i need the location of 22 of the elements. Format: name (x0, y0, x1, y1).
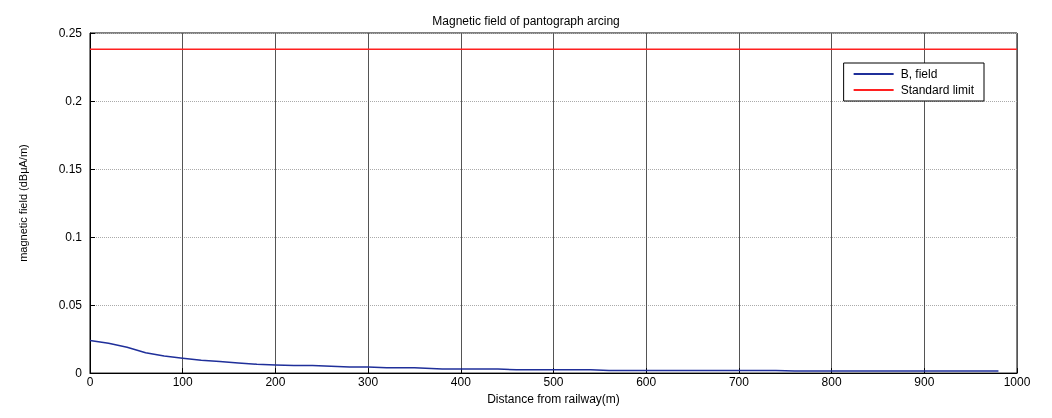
x-tick-label: 800 (821, 375, 842, 390)
x-tick-label: 400 (450, 375, 472, 390)
y-tick-label: 0.25 (58, 26, 83, 40)
x-tick-label: 100 (172, 375, 194, 390)
x-tick-label: 0 (86, 375, 94, 390)
x-tick-label: 500 (543, 375, 564, 390)
x-tick-label: 700 (728, 375, 750, 390)
line-series (89, 339, 1000, 372)
x-tick-label: 200 (265, 375, 286, 390)
y-tick-label: 0.15 (58, 162, 83, 177)
x-tick-label: 600 (636, 375, 657, 390)
y-tick-label: 0.2 (65, 94, 83, 109)
legend-label: B, field (900, 67, 938, 81)
x-tick-label: 1000 (1003, 375, 1031, 390)
x-tick-label: 300 (358, 375, 379, 390)
x-tick-label: 900 (914, 375, 935, 390)
x-axis-title: Distance from railway(m) (487, 392, 620, 406)
y-tick-label: 0.05 (58, 298, 83, 313)
y-tick-label: 0.1 (65, 230, 83, 245)
chart-title: Magnetic field of pantograph arcing (432, 14, 620, 28)
y-axis-title: magnetic field (dBμA/m) (16, 144, 29, 262)
legend-label: Standard limit (900, 83, 975, 97)
